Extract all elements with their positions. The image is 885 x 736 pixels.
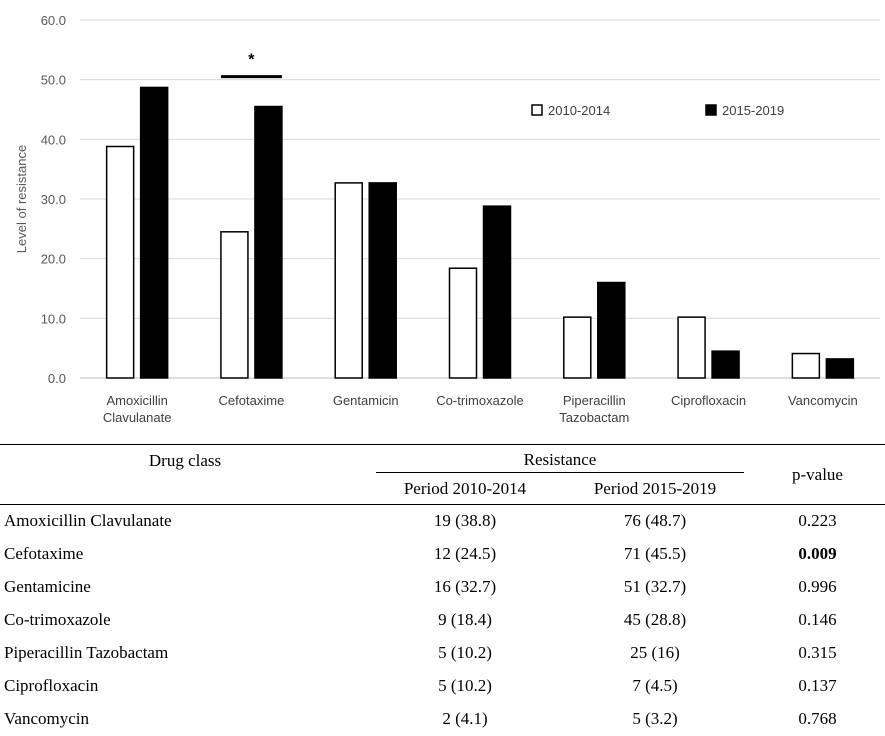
x-tick-label: Tazobactam [559, 410, 629, 425]
table-row: Piperacillin Tazobactam 5 (10.2) 25 (16) 0.… [0, 637, 885, 670]
y-axis-label: Level of resistance [14, 145, 29, 253]
pvalue-cell: 0.009 [798, 544, 837, 563]
significance-star: * [248, 52, 255, 69]
period1-cell: 9 (18.4) [438, 610, 492, 629]
bar-2015-2019-4 [597, 281, 626, 379]
bar-2010-2014-2 [334, 182, 363, 379]
drug-cell: Cefotaxime [4, 544, 84, 563]
legend-label: 2015-2019 [722, 103, 784, 118]
y-tick-label: 40.0 [41, 132, 66, 147]
x-tick-label: Ciprofloxacin [671, 393, 746, 408]
legend-label: 2010-2014 [548, 103, 610, 118]
period2-cell: 71 (45.5) [623, 544, 687, 563]
y-tick-label: 30.0 [41, 192, 66, 207]
y-tick-label: 50.0 [41, 73, 66, 88]
drug-cell: Amoxicillin Clavulanate [4, 511, 172, 531]
period2-cell: 51 (32.7) [623, 577, 687, 596]
bar-2015-2019-5 [711, 350, 740, 379]
x-tick-label: Piperacillin [563, 393, 626, 408]
x-tick-label: Amoxicillin [106, 393, 167, 408]
resistance-bar-chart: 0.0 10.0 20.0 30.0 40.0 50.0 60.0 Level of resi… [14, 13, 880, 425]
x-tick-label: Gentamicin [333, 393, 399, 408]
pvalue-cell: 0.315 [798, 643, 837, 662]
bar-2015-2019-2 [368, 182, 397, 379]
table-row: Cefotaxime 12 (24.5) 71 (45.5) 0.009 [0, 538, 885, 571]
legend-swatch [705, 104, 717, 116]
period2-cell: 45 (28.8) [623, 610, 687, 629]
pvalue-header: p-value [792, 464, 843, 484]
x-tick-label: Clavulanate [103, 410, 172, 425]
drug-cell: Vancomycin [4, 709, 89, 728]
period2-cell: 76 (48.7) [623, 511, 687, 531]
period1-cell: 5 (10.2) [438, 676, 492, 695]
y-tick-label: 0.0 [48, 371, 66, 386]
resistance-table: Drug class Resistance p-value Period 201… [0, 444, 885, 736]
drug-cell: Co-trimoxazole [4, 610, 111, 629]
bar-2010-2014-6 [791, 352, 821, 379]
bar-2010-2014-4 [563, 316, 592, 379]
bar-2015-2019-1 [254, 105, 283, 379]
period2-cell: 5 (3.2) [632, 709, 678, 728]
period1-cell: 12 (24.5) [433, 544, 497, 563]
table-row: Co-trimoxazole 9 (18.4) 45 (28.8) 0.146 [0, 604, 885, 637]
x-tick-label: Cefotaxime [219, 393, 285, 408]
y-tick-label: 60.0 [41, 13, 66, 28]
table-row: Gentamicine 16 (32.7) 51 (32.7) 0.996 [0, 571, 885, 604]
bar-2010-2014-0 [105, 145, 135, 379]
drug-cell: Gentamicine [4, 577, 91, 596]
table-row: Vancomycin 2 (4.1) 5 (3.2) 0.768 [0, 703, 885, 736]
drug-cell: Ciprofloxacin [4, 676, 99, 695]
table-row: Ciprofloxacin 5 (10.2) 7 (4.5) 0.137 [0, 670, 885, 703]
period1-cell: 16 (32.7) [433, 577, 497, 596]
period2-header: Period 2015-2019 [593, 479, 717, 499]
table-row: Amoxicillin Clavulanate 19 (38.8) 76 (48.7… [0, 505, 885, 538]
resistance-header: Resistance [370, 445, 750, 475]
pvalue-cell: 0.137 [798, 676, 837, 695]
x-tick-label: Vancomycin [788, 393, 858, 408]
period1-cell: 2 (4.1) [442, 709, 488, 728]
period1-cell: 19 (38.8) [433, 511, 497, 531]
resistance-header-label: Resistance [376, 446, 744, 474]
bar-2015-2019-6 [825, 358, 855, 379]
period1-cell: 5 (10.2) [438, 643, 492, 662]
pvalue-cell: 0.146 [798, 610, 837, 629]
y-tick-label: 20.0 [41, 252, 66, 267]
period2-cell: 25 (16) [630, 643, 680, 662]
period1-header: Period 2010-2014 [403, 479, 527, 499]
bar-2010-2014-5 [677, 316, 706, 379]
legend-swatch [531, 104, 543, 116]
pvalue-cell: 0.768 [798, 709, 837, 728]
y-tick-label: 10.0 [41, 311, 66, 326]
bar-2010-2014-1 [220, 231, 249, 379]
table-body: Amoxicillin Clavulanate 19 (38.8) 76 (48.7… [0, 505, 885, 736]
pvalue-cell: 0.223 [798, 511, 837, 531]
bar-2015-2019-0 [139, 86, 169, 379]
pvalue-cell: 0.996 [798, 577, 837, 596]
drug-cell: Piperacillin Tazobactam [4, 643, 169, 662]
bar-2015-2019-3 [482, 205, 512, 379]
bar-2010-2014-3 [448, 267, 478, 379]
drug-class-header: Drug class [148, 451, 222, 470]
x-tick-label: Co-trimoxazole [436, 393, 523, 408]
period2-cell: 7 (4.5) [632, 676, 678, 695]
